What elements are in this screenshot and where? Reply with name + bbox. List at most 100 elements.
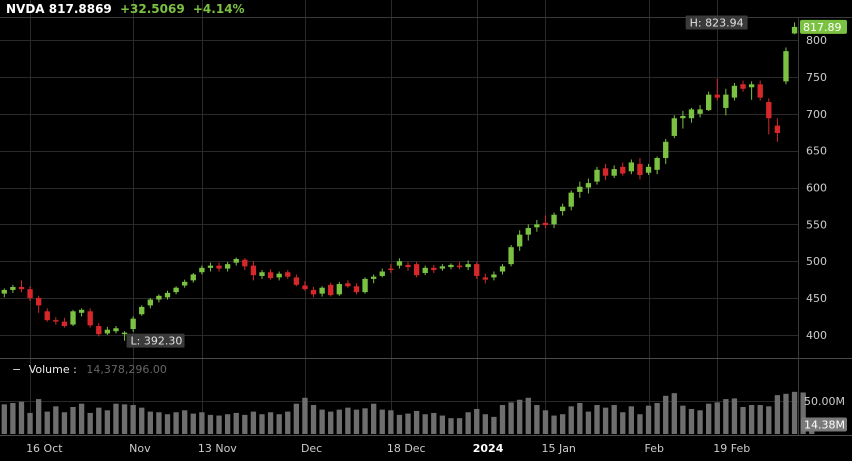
volume-bar: [525, 397, 531, 434]
candle-body: [482, 277, 488, 280]
volume-bar: [559, 414, 566, 434]
volume-bar: [534, 405, 540, 434]
candle-body: [706, 94, 712, 111]
volume-bar: [10, 403, 16, 434]
volume-tick-label: 50.00M: [804, 395, 845, 408]
volume-bar: [585, 411, 592, 434]
candle-body: [654, 158, 660, 170]
volume-bar: [207, 414, 214, 434]
candle-body: [267, 272, 274, 279]
candle-body: [688, 109, 695, 119]
volume-bar: [422, 414, 428, 434]
candle-body: [345, 283, 351, 287]
volume-bar: [783, 393, 789, 434]
candle-body: [224, 264, 231, 269]
volume-bar: [87, 412, 93, 434]
candle-body: [491, 274, 497, 278]
volume-bar: [96, 407, 102, 434]
candle-body: [611, 169, 617, 176]
candle-body: [10, 286, 16, 290]
candle-body: [448, 264, 454, 268]
volume-bar: [216, 415, 222, 434]
candle-body: [748, 84, 755, 88]
volume-bar: [568, 406, 574, 434]
candle-body: [534, 224, 540, 228]
price-tick-label: 700: [806, 108, 827, 121]
candle-body: [207, 265, 214, 268]
volume-bar: [78, 403, 85, 434]
volume-bar: [18, 401, 25, 434]
collapse-volume-button[interactable]: −: [12, 363, 22, 376]
candle-body: [61, 321, 68, 327]
volume-bar: [628, 406, 635, 434]
candle-body: [757, 84, 763, 98]
high-marker-box: [685, 15, 748, 30]
candle-body: [405, 264, 411, 268]
x-axis-label: 15 Jan: [541, 442, 575, 455]
candle-body: [319, 287, 325, 294]
volume-bar: [190, 413, 196, 434]
x-axis-label: Feb: [645, 442, 664, 455]
candle-body: [577, 186, 583, 192]
price-tick-label: 550: [806, 218, 827, 231]
volume-bar: [104, 410, 111, 434]
volume-bar: [740, 406, 746, 434]
volume-bar: [800, 392, 806, 434]
volume-bar: [345, 407, 351, 434]
last-volume-badge: [801, 417, 847, 432]
ticker-header: NVDA 817.8869 +32.5069 +4.14%: [6, 2, 245, 16]
volume-bar: [482, 414, 488, 434]
candle-body: [431, 267, 437, 271]
volume-bar: [121, 404, 128, 434]
volume-bar: [302, 397, 308, 434]
candle-body: [585, 183, 592, 188]
volume-bar: [611, 405, 617, 434]
volume-bar: [53, 406, 59, 434]
candle-body: [645, 166, 652, 173]
candle-body: [259, 272, 265, 276]
candle-body: [96, 326, 102, 335]
volume-header: − Volume : 14,378,296.00: [12, 363, 167, 376]
candle-body: [173, 287, 179, 293]
volume-bar: [44, 411, 50, 434]
high-marker-label: H: 823.94: [690, 16, 744, 29]
price-tick-label: 450: [806, 292, 827, 305]
candle-body: [199, 267, 205, 273]
candle-body: [731, 85, 738, 98]
volume-bar: [791, 391, 798, 434]
volume-bar: [431, 412, 437, 434]
volume-bar: [680, 405, 686, 434]
price-tick-label: 800: [806, 34, 827, 47]
volume-bar: [233, 412, 239, 434]
volume-bar: [456, 418, 463, 434]
candle-body: [130, 318, 136, 329]
volume-bar: [379, 409, 385, 434]
volume-bar: [688, 408, 695, 434]
volume-bar: [285, 411, 291, 434]
volume-bar: [259, 414, 265, 434]
candle-body: [602, 168, 609, 176]
candle-body: [87, 311, 93, 326]
candle-body: [559, 206, 566, 212]
volume-bar: [491, 416, 497, 434]
x-axis-label: 13 Nov: [198, 442, 237, 455]
candle-body: [568, 192, 574, 207]
ticker-change: +32.5069: [119, 2, 185, 16]
candle-body: [302, 285, 308, 290]
ticker-price: 817.8869: [48, 2, 112, 16]
candle-body: [182, 281, 188, 286]
candle-body: [474, 264, 480, 276]
candle-body: [1, 289, 7, 294]
candle-body: [456, 265, 463, 268]
low-marker-box: [126, 333, 185, 348]
ticker-change-pct: +4.14%: [192, 2, 245, 16]
volume-bar: [766, 406, 772, 434]
candle-body: [242, 259, 248, 267]
volume-bar: [620, 412, 626, 434]
volume-bar: [405, 413, 411, 434]
volume-bar: [706, 403, 712, 434]
x-axis-label: Nov: [129, 442, 151, 455]
candle-body: [276, 273, 282, 278]
x-axis-label: 16 Oct: [26, 442, 63, 455]
